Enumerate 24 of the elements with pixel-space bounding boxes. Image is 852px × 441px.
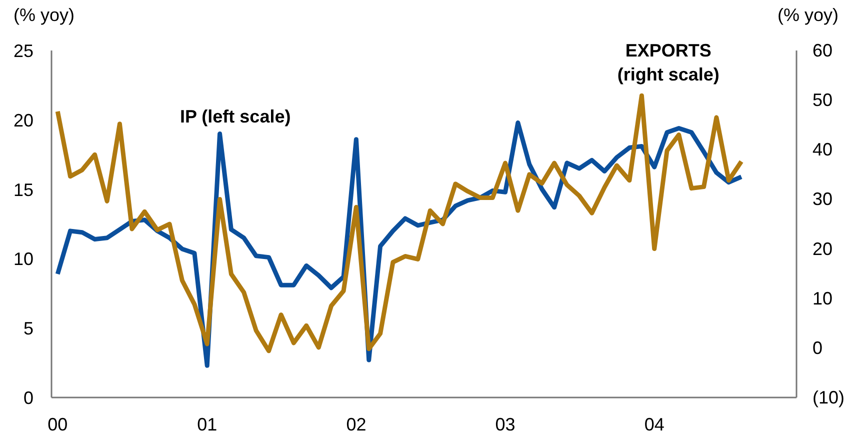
y2-axis-title: (% yoy) [777, 4, 838, 27]
y2-tick-label: 20 [812, 238, 833, 259]
y-tick-label: 15 [13, 180, 34, 200]
y2-tick-label: 50 [812, 90, 833, 110]
x-tick-label: 01 [197, 414, 218, 434]
y2-tick-label: 10 [812, 288, 833, 308]
series-label: IP (left scale) [180, 106, 291, 126]
y-tick-label: 0 [23, 388, 34, 408]
x-tick-label: 02 [346, 414, 366, 434]
series-label: EXPORTS (right scale) [617, 40, 720, 84]
y2-tick-label: 60 [812, 40, 833, 60]
x-tick-label: 00 [48, 414, 68, 434]
y-tick-label: 10 [13, 249, 34, 270]
x-tick-label: 04 [644, 414, 664, 434]
y-tick-label: 5 [23, 318, 34, 339]
y2-tick-label: (10) [812, 388, 845, 408]
y2-tick-label: 30 [812, 189, 833, 210]
y-axis-title: (% yoy) [13, 4, 74, 27]
y-tick-label: 20 [13, 110, 34, 130]
y-tick-label: 25 [13, 41, 34, 61]
y2-tick-label: 40 [812, 140, 833, 160]
y2-tick-label: 0 [812, 338, 823, 358]
x-tick-label: 03 [495, 414, 516, 434]
line-series [55, 93, 744, 354]
